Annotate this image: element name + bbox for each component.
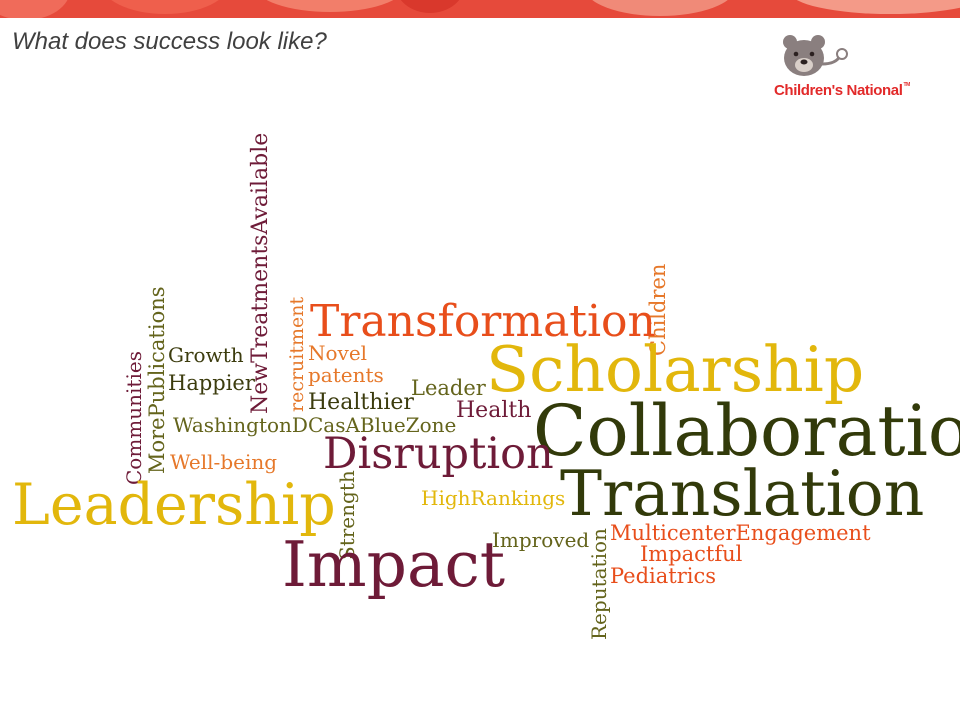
word-washington-dc: WashingtonDCasABlueZone — [173, 413, 457, 437]
word-disruption: Disruption — [323, 429, 554, 479]
word-collaboration: Collaboration — [533, 390, 960, 472]
word-transformation: Transformation — [310, 296, 656, 347]
logo-name: Children's National — [774, 82, 903, 99]
word-more-publications: MorePublications — [145, 286, 169, 474]
banner-bubble — [585, 0, 735, 16]
logo-trademark: TM — [903, 82, 910, 88]
banner-bubble — [790, 0, 960, 14]
word-communities: Communities — [122, 351, 146, 485]
word-novel: Novel — [308, 341, 368, 365]
banner-bubble — [395, 0, 465, 13]
word-translation: Translation — [560, 457, 925, 530]
word-multicenter-engagement: MulticenterEngagement — [610, 521, 871, 545]
word-healthier: Healthier — [308, 390, 414, 415]
word-health: Health — [456, 398, 532, 423]
bear-logo-icon — [783, 35, 848, 76]
word-impactful: Impactful — [640, 542, 743, 566]
word-leader: Leader — [411, 376, 486, 400]
word-high-rankings: HighRankings — [421, 486, 566, 510]
logo-wordmark: Children's NationalTM — [774, 82, 910, 99]
word-impact: Impact — [282, 528, 506, 601]
slide-title: What does success look like? — [12, 28, 327, 55]
word-scholarship: Scholarship — [486, 333, 865, 406]
word-well-being: Well-being — [170, 450, 278, 474]
banner-bubble — [100, 0, 230, 14]
word-reputation: Reputation — [587, 528, 611, 640]
word-improved: Improved — [492, 528, 590, 552]
top-banner — [0, 0, 960, 18]
word-leadership: Leadership — [12, 472, 336, 538]
word-recruitment: recruitment — [286, 296, 308, 412]
banner-bubble — [255, 0, 405, 12]
word-happier: Happier — [168, 371, 255, 395]
word-patents: patents — [308, 363, 384, 387]
word-growth: Growth — [168, 343, 244, 367]
banner-bubble — [0, 0, 70, 18]
word-pediatrics: Pediatrics — [610, 564, 717, 588]
